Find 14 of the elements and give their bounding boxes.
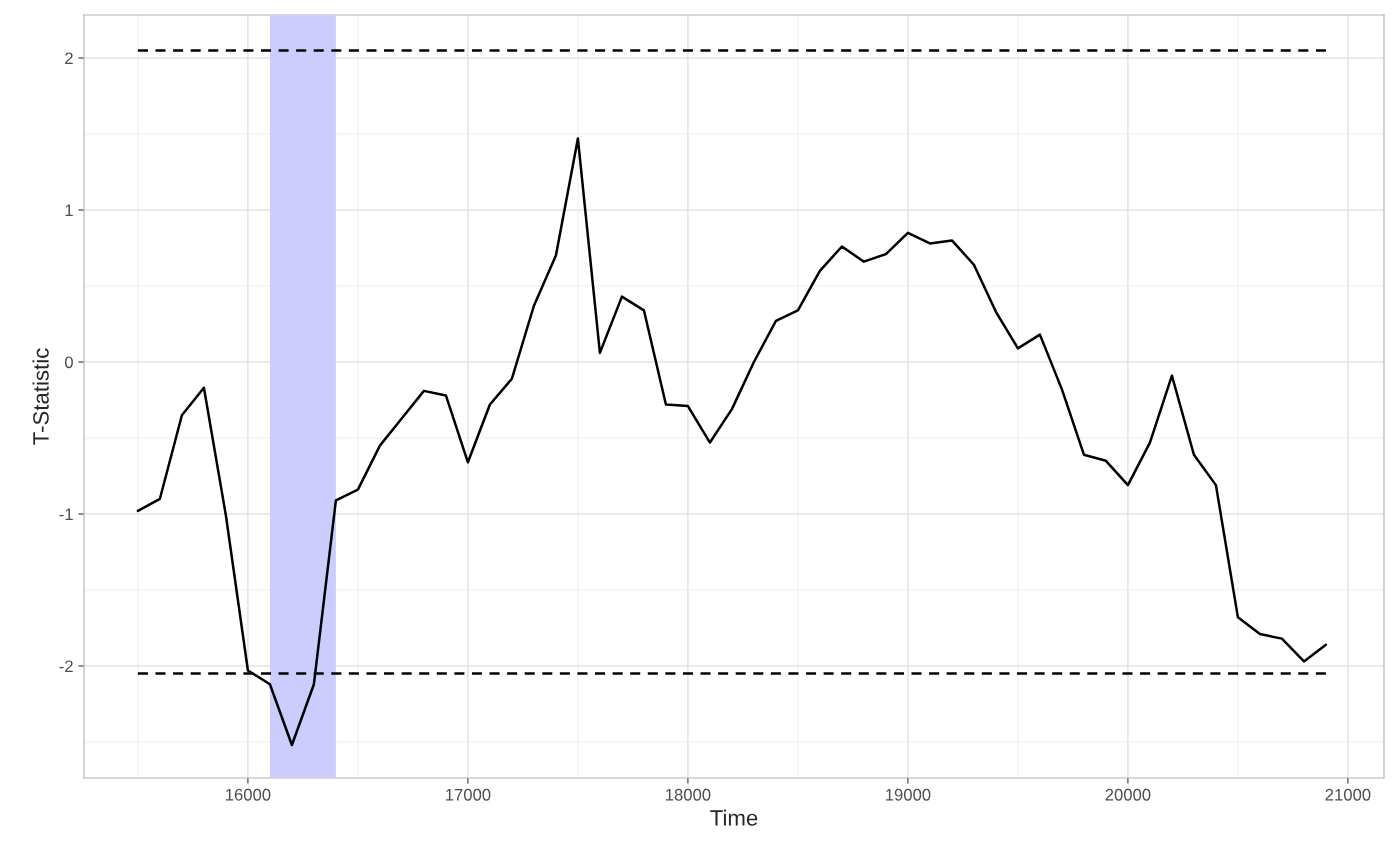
x-axis-title: Time [710,809,758,826]
y-tick-label: -2 [59,660,73,673]
x-tick-label: 17000 [446,788,491,801]
x-tick-label: 16000 [226,788,271,801]
x-tick-label: 20000 [1105,788,1151,801]
y-tick-label: 2 [65,52,73,65]
x-tick-label: 18000 [666,788,711,801]
x-tick-label: 21000 [1325,788,1371,801]
y-tick-label: -1 [59,508,73,521]
y-tick-label: 0 [64,356,73,369]
y-axis-title: T-Statistic [32,348,49,445]
line-series [136,137,1328,747]
y-tick-label: 1 [65,204,73,217]
x-tick-label: 19000 [886,788,931,801]
